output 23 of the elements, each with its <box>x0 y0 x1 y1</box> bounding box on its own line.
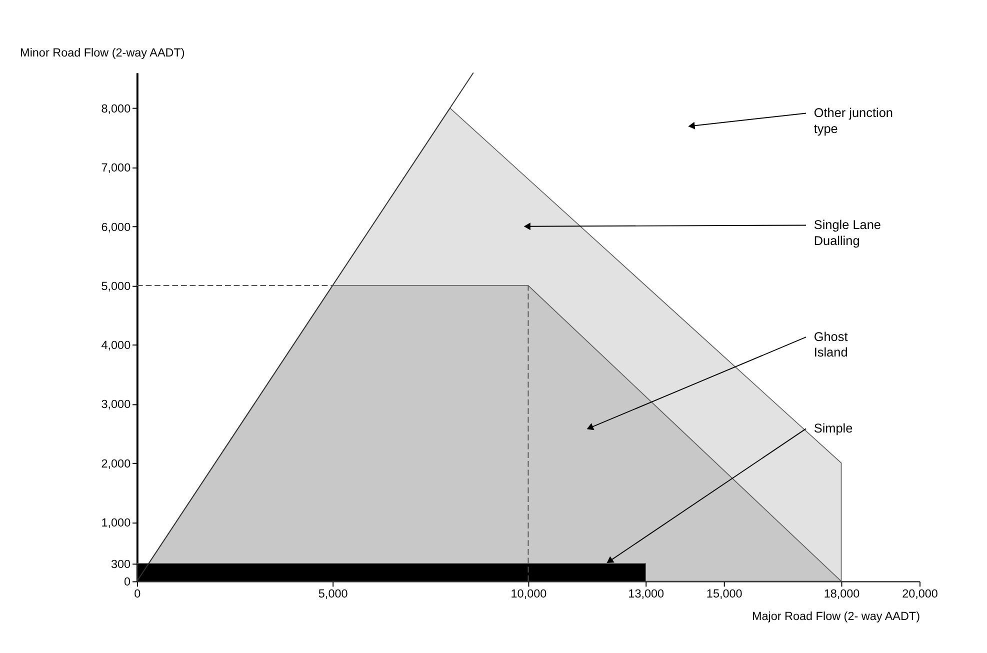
y-tick-label: 5,000 <box>101 280 132 293</box>
y-tick-label: 4,000 <box>101 339 132 352</box>
x-tick-label: 13,000 <box>628 587 664 600</box>
x-axis-title: Major Road Flow (2- way AADT) <box>752 610 920 623</box>
annotation: Simple <box>814 420 853 436</box>
y-tick-label: 7,000 <box>101 162 132 175</box>
x-tick-label: 20,000 <box>902 587 938 600</box>
x-tick-label: 10,000 <box>510 587 548 600</box>
annotation: Single Lane Dualling <box>814 217 881 248</box>
annotation: Other junction type <box>814 105 893 136</box>
x-tick-label: 18,000 <box>824 587 860 600</box>
x-tick-label: 5,000 <box>318 587 348 600</box>
y-tick-label: 1,000 <box>101 516 132 530</box>
y-axis-title: Minor Road Flow (2-way AADT) <box>20 46 185 60</box>
y-tick-label: 0 <box>124 576 132 589</box>
x-tick-label: 0 <box>134 587 142 600</box>
annotation: Ghost Island <box>814 329 848 360</box>
y-tick-label: 2,000 <box>101 457 132 470</box>
x-tick-label: 15,000 <box>706 587 743 600</box>
y-tick-label: 300 <box>111 558 132 571</box>
y-tick-label: 8,000 <box>101 102 132 116</box>
y-tick-label: 6,000 <box>101 220 132 234</box>
y-tick-label: 3,000 <box>101 398 132 412</box>
